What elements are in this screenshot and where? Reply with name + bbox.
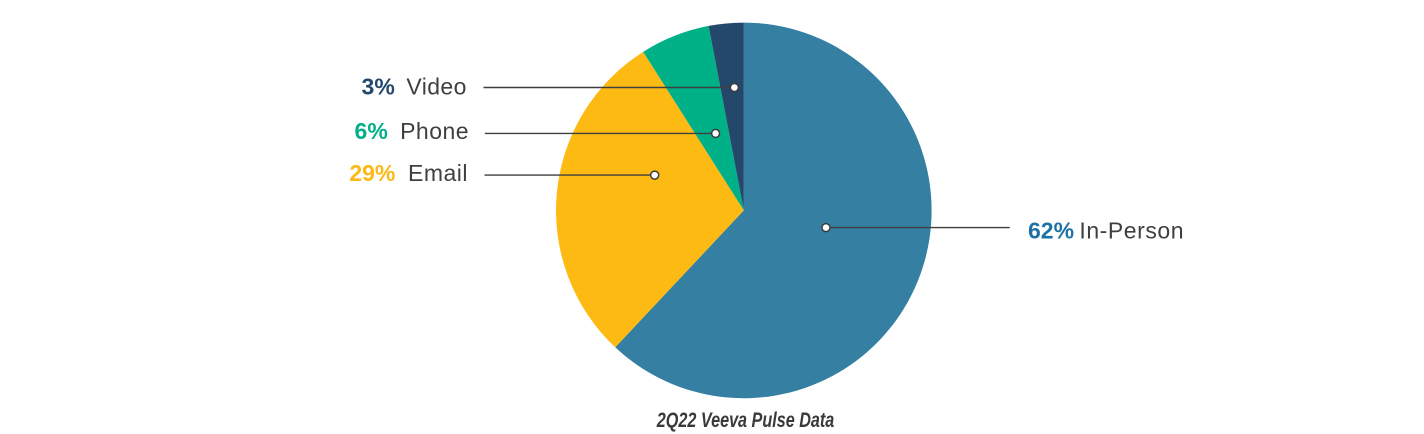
svg-text:In-Person: In-Person <box>1079 217 1184 243</box>
svg-text:Phone: Phone <box>400 118 469 144</box>
svg-text:3%: 3% <box>362 74 395 100</box>
svg-text:29%: 29% <box>349 160 395 186</box>
svg-text:2Q22 Veeva Pulse Data: 2Q22 Veeva Pulse Data <box>656 409 835 432</box>
svg-text:62%: 62% <box>1028 217 1074 243</box>
svg-text:6%: 6% <box>355 118 388 144</box>
svg-text:Video: Video <box>406 74 466 100</box>
svg-text:Email: Email <box>408 160 468 186</box>
